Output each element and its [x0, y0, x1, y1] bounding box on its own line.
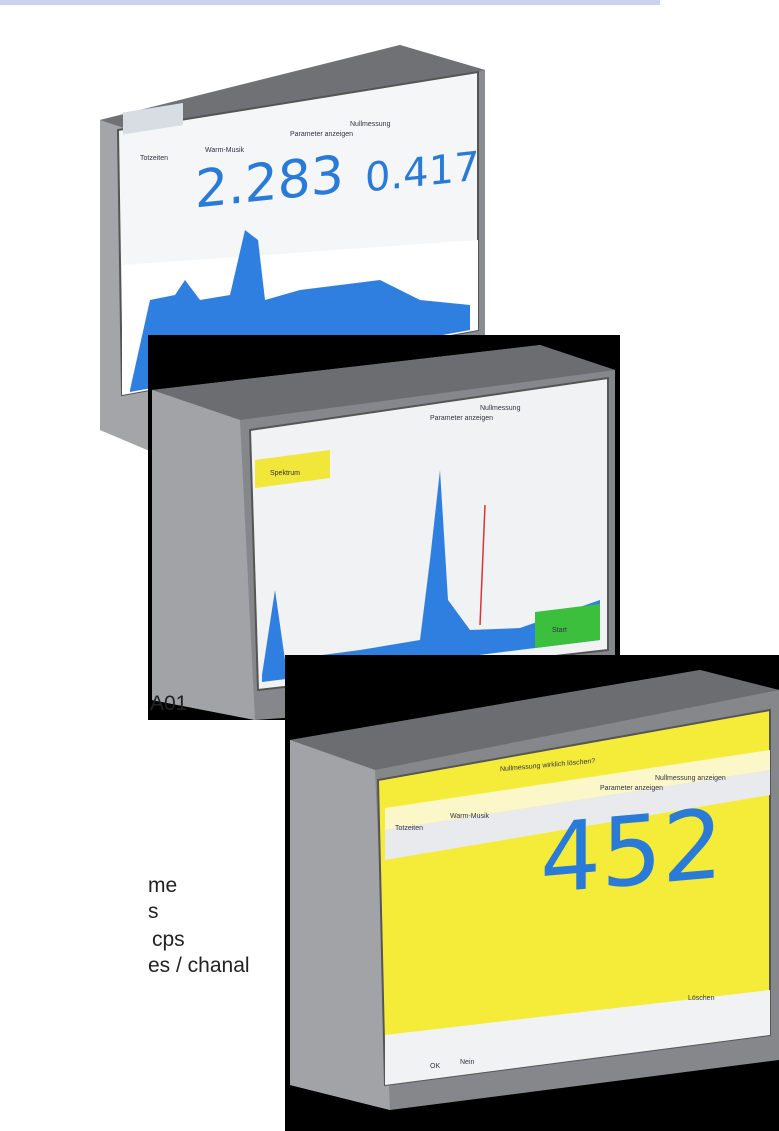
tab: Parameter anzeigen [430, 415, 493, 422]
top-rule [0, 0, 660, 5]
side-text: me [148, 874, 177, 897]
button: OK [430, 1063, 440, 1070]
tab: Parameter anzeigen [600, 785, 663, 792]
tab: Nullmessung [480, 405, 521, 412]
spectrum [262, 470, 600, 682]
tab: Totzeiten [140, 155, 168, 162]
tab: Totzeiten [395, 825, 423, 832]
tab: Nullmessung [350, 121, 391, 128]
monitor-3: 452 Nullmessung wirklich löschen? Totzei… [285, 655, 779, 1131]
side-text: es / chanal [148, 954, 250, 977]
tab: Warm-Musik [450, 813, 490, 820]
tab: Spektrum [270, 470, 300, 477]
tab: Warm-Musik [205, 147, 245, 154]
tab: Nullmessung anzeigen [655, 775, 726, 782]
button: Start [552, 627, 567, 634]
monitor-2: Spektrum Parameter anzeigen Nullmessung … [148, 335, 620, 720]
button: Nein [460, 1059, 475, 1066]
side-text: cps [152, 928, 185, 951]
side-text: A01 [150, 692, 187, 715]
reading: 452 [540, 788, 723, 916]
tab: Parameter anzeigen [290, 131, 353, 138]
button: Löschen [688, 995, 715, 1002]
side-text: s [148, 900, 159, 923]
screen [248, 376, 609, 692]
